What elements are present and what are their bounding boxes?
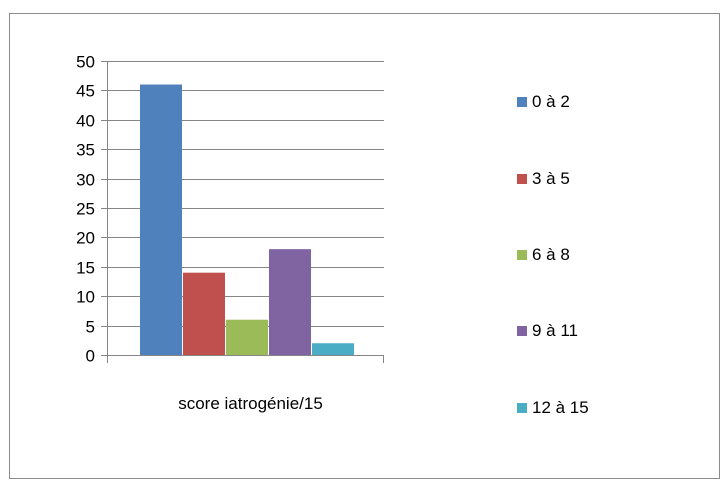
legend-swatch: [517, 174, 527, 184]
legend-swatch: [517, 403, 527, 413]
legend: 0 à 2 3 à 5 6 à 8 9 à 11 12 à 15: [517, 92, 589, 417]
y-tick-label: 10: [76, 288, 95, 307]
y-tick-label: 50: [76, 53, 95, 72]
bar-0-2: [140, 84, 182, 356]
bar-3-5: [183, 272, 225, 355]
y-tick-label: 40: [76, 112, 95, 131]
legend-label: 9 à 11: [532, 321, 578, 340]
bar-9-11: [269, 249, 311, 355]
y-tick-label: 5: [86, 318, 95, 337]
x-axis: score iatrogénie/15: [101, 355, 384, 413]
y-tick-label: 25: [76, 200, 95, 219]
y-tick-label: 30: [76, 171, 95, 190]
legend-label: 3 à 5: [532, 169, 570, 188]
legend-label: 12 à 15: [532, 398, 589, 417]
y-axis: 0 5 10 15 20 25 30 35 40 45 50: [76, 53, 108, 366]
bar-6-8: [226, 319, 268, 355]
bar-12-15: [312, 343, 354, 355]
y-tick-label: 20: [76, 229, 95, 248]
x-category-label: score iatrogénie/15: [178, 394, 323, 413]
legend-swatch: [517, 250, 527, 260]
y-tick-label: 45: [76, 82, 95, 101]
legend-swatch: [517, 97, 527, 107]
y-tick-label: 15: [76, 259, 95, 278]
legend-swatch: [517, 326, 527, 336]
bars: [140, 84, 354, 356]
y-tick-label: 0: [86, 347, 95, 366]
y-tick-label: 35: [76, 141, 95, 160]
legend-label: 0 à 2: [532, 92, 570, 111]
legend-label: 6 à 8: [532, 245, 570, 264]
